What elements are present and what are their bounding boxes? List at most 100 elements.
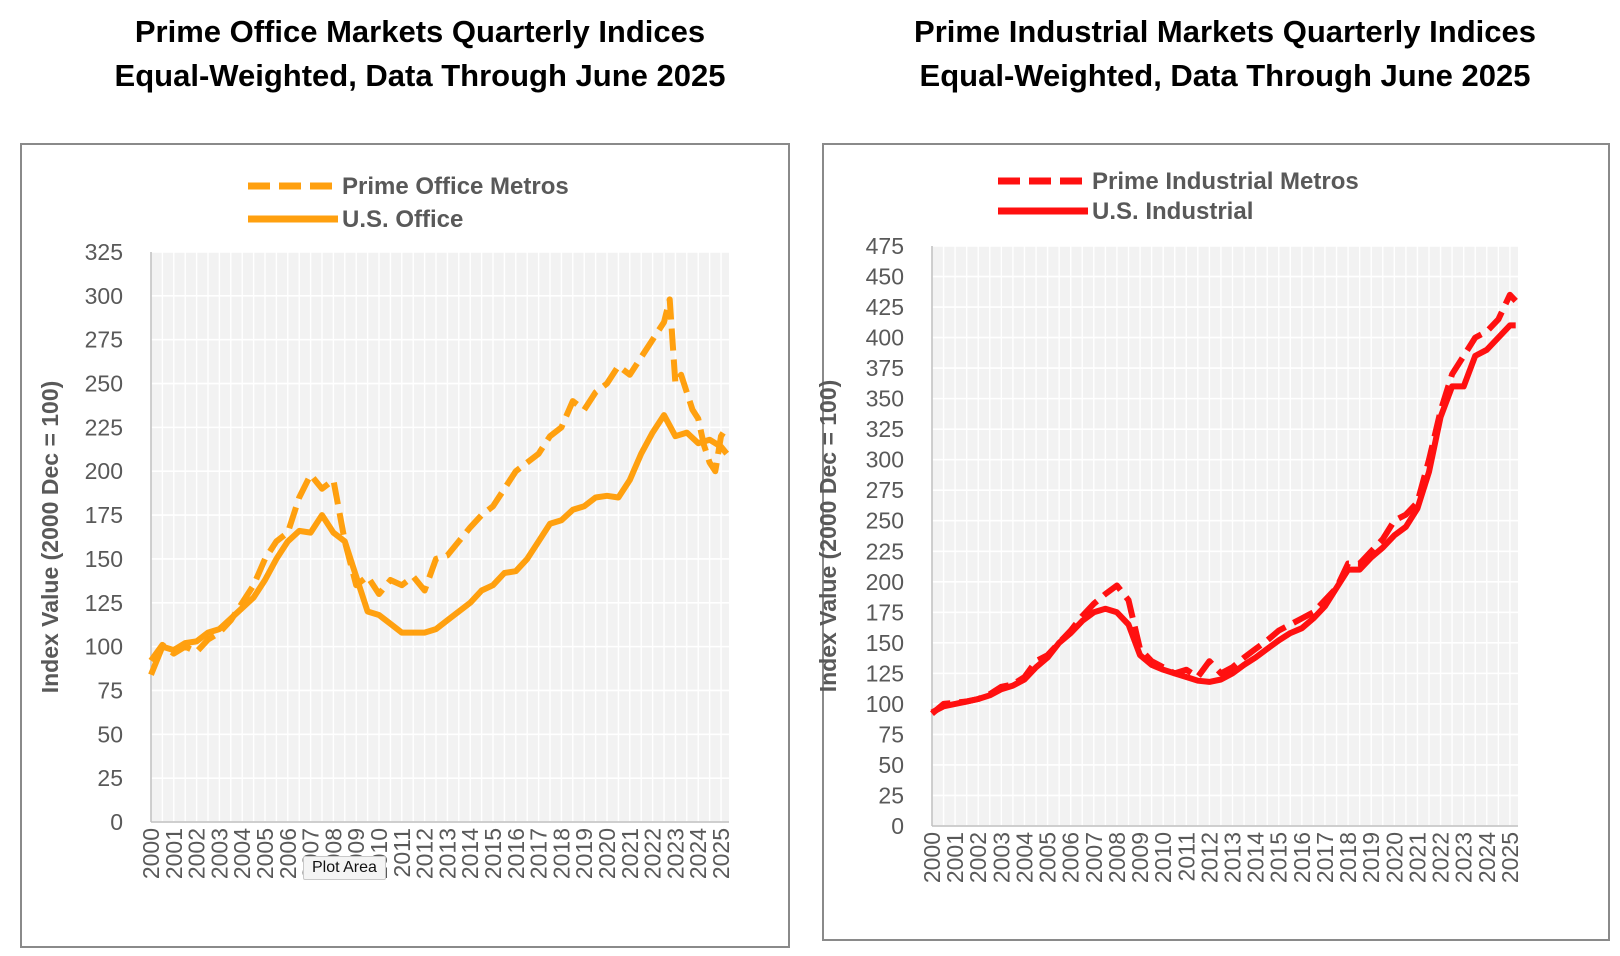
office-ytick-label: 50	[97, 721, 123, 747]
industrial-legend-label-0: Prime Industrial Metros	[1092, 168, 1359, 195]
industrial-ytick-label: 325	[866, 416, 904, 442]
industrial-ytick-label: 425	[866, 294, 904, 320]
industrial-xtick-label: 2014	[1243, 832, 1269, 883]
office-xtick-label: 2014	[457, 828, 483, 879]
industrial-xtick-label: 2016	[1289, 832, 1315, 883]
industrial-ytick-label: 100	[866, 691, 904, 717]
office-xtick-label: 2012	[412, 828, 438, 879]
office-ytick-label: 200	[85, 458, 123, 484]
office-xtick-label: 2019	[571, 828, 597, 879]
office-ytick-label: 175	[85, 502, 123, 528]
industrial-xtick-label: 2020	[1381, 832, 1407, 883]
industrial-ytick-label: 350	[866, 386, 904, 412]
industrial-ytick-label: 125	[866, 660, 904, 686]
industrial-xtick-label: 2002	[965, 832, 991, 883]
industrial-series-us-line	[930, 322, 1516, 716]
plot-area-tooltip: Plot Area	[303, 856, 386, 880]
industrial-ytick-label: 75	[878, 721, 904, 747]
office-title-line-2: Equal-Weighted, Data Through June 2025	[114, 58, 726, 93]
office-xtick-label: 2000	[138, 828, 164, 879]
industrial-xtick-label: 2013	[1220, 832, 1246, 883]
industrial-xtick-label: 2001	[942, 832, 968, 883]
industrial-ytick-label: 300	[866, 447, 904, 473]
industrial-ytick-label: 475	[866, 233, 904, 259]
office-xtick-label: 2022	[640, 828, 666, 879]
industrial-xtick-label: 2023	[1451, 832, 1477, 883]
industrial-ytick-label: 225	[866, 538, 904, 564]
office-xtick-label: 2006	[275, 828, 301, 879]
industrial-chart-title: Prime Industrial Markets Quarterly Indic…	[826, 10, 1620, 98]
office-ytick-label: 225	[85, 414, 123, 440]
industrial-ytick-label: 0	[891, 813, 904, 839]
office-xtick-label: 2003	[206, 828, 232, 879]
office-legend-label-0: Prime Office Metros	[342, 173, 569, 200]
industrial-ytick-label: 25	[878, 782, 904, 808]
office-xtick-label: 2005	[252, 828, 278, 879]
industrial-xtick-label: 2017	[1312, 832, 1338, 883]
office-ytick-label: 300	[85, 283, 123, 309]
office-chart-title: Prime Office Markets Quarterly Indices E…	[20, 10, 820, 98]
office-xtick-label: 2025	[708, 828, 734, 879]
industrial-ytick-label: 50	[878, 752, 904, 778]
industrial-xtick-label: 2012	[1196, 832, 1222, 883]
office-title-line-1: Prime Office Markets Quarterly Indices	[134, 14, 706, 49]
office-xtick-label: 2021	[617, 828, 643, 879]
industrial-xtick-label: 2025	[1497, 832, 1523, 883]
office-chart: 0 25 50 75 100 125 150 175 200 225 250 275 300 325 200…	[37, 173, 734, 879]
industrial-ytick-label: 150	[866, 630, 904, 656]
office-y-axis-title: Index Value (2000 Dec = 100)	[37, 381, 63, 694]
office-xtick-label: 2016	[503, 828, 529, 879]
industrial-xtick-label: 2022	[1428, 832, 1454, 883]
industrial-legend-label-1: U.S. Industrial	[1092, 198, 1253, 225]
office-xtick-label: 2001	[161, 828, 187, 879]
industrial-xtick-label: 2015	[1266, 832, 1292, 883]
office-ytick-label: 150	[85, 546, 123, 572]
industrial-ytick-label: 175	[866, 599, 904, 625]
industrial-ytick-label: 400	[866, 325, 904, 351]
industrial-ytick-label: 200	[866, 569, 904, 595]
industrial-xtick-label: 2004	[1011, 832, 1037, 883]
industrial-xtick-label: 2019	[1358, 832, 1384, 883]
office-xtick-label: 2002	[184, 828, 210, 879]
office-series-us-line	[148, 412, 730, 676]
industrial-ytick-label: 250	[866, 508, 904, 534]
office-ytick-label: 0	[110, 809, 123, 835]
industrial-y-axis-title: Index Value (2000 Dec = 100)	[815, 380, 841, 693]
office-xtick-label: 2017	[526, 828, 552, 879]
office-xtick-label: 2024	[685, 828, 711, 879]
industrial-xtick-label: 2021	[1404, 832, 1430, 883]
office-plot-area	[151, 252, 729, 822]
office-xtick-label: 2020	[594, 828, 620, 879]
industrial-plot-area	[932, 246, 1518, 826]
office-series-prime-metros-line	[148, 296, 730, 663]
office-xtick-label: 2015	[480, 828, 506, 879]
industrial-xtick-label: 2011	[1173, 832, 1199, 881]
office-ytick-label: 325	[85, 239, 123, 265]
industrial-xtick-label: 2008	[1104, 832, 1130, 883]
office-xtick-label: 2018	[548, 828, 574, 879]
office-legend-label-1: U.S. Office	[342, 206, 463, 233]
industrial-xtick-label: 2003	[988, 832, 1014, 883]
office-xtick-label: 2023	[662, 828, 688, 879]
industrial-xtick-label: 2010	[1150, 832, 1176, 883]
industrial-ytick-label: 375	[866, 355, 904, 381]
industrial-xtick-label: 2007	[1081, 832, 1107, 883]
industrial-title-line-1: Prime Industrial Markets Quarterly Indic…	[914, 14, 1536, 49]
office-xtick-label: 2004	[229, 828, 255, 879]
industrial-xtick-label: 2005	[1035, 832, 1061, 883]
office-ytick-label: 75	[97, 677, 123, 703]
industrial-title-line-2: Equal-Weighted, Data Through June 2025	[919, 58, 1531, 93]
office-ytick-label: 250	[85, 371, 123, 397]
industrial-xtick-label: 2024	[1474, 832, 1500, 883]
industrial-chart: 0 25 50 75 100 125 150 175 200 225 250 275 300 325 350…	[815, 168, 1523, 883]
industrial-ytick-label: 450	[866, 264, 904, 290]
office-ytick-label: 275	[85, 327, 123, 353]
industrial-xtick-label: 2018	[1335, 832, 1361, 883]
industrial-xtick-label: 2006	[1058, 832, 1084, 883]
office-ytick-label: 100	[85, 634, 123, 660]
industrial-xtick-label: 2009	[1127, 832, 1153, 883]
industrial-xtick-label: 2000	[919, 832, 945, 883]
office-xtick-label: 2011	[389, 828, 415, 877]
office-ytick-label: 25	[97, 765, 123, 791]
